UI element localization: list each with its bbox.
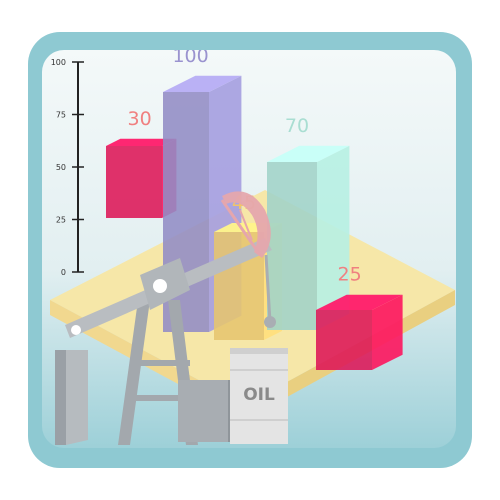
y-axis: 0 25 50 75 100 — [51, 58, 84, 277]
bar-value-label: 30 — [128, 108, 152, 130]
y-tick-label: 25 — [56, 216, 66, 225]
y-tick-label: 50 — [56, 163, 66, 172]
bar-value-label: 25 — [338, 264, 362, 286]
bar — [267, 145, 350, 330]
horsehead — [222, 191, 271, 258]
barrel-label: OIL — [243, 385, 275, 405]
bar-value-label: 70 — [285, 115, 309, 137]
oil-barrel-icon: OIL — [230, 348, 288, 444]
oil-pumpjack-icon — [55, 191, 276, 445]
bar-value-label: 100 — [172, 45, 208, 67]
y-tick-label: 75 — [56, 111, 66, 120]
bar — [316, 294, 403, 370]
y-tick-label: 0 — [61, 268, 66, 277]
y-tick-label: 100 — [51, 58, 66, 67]
